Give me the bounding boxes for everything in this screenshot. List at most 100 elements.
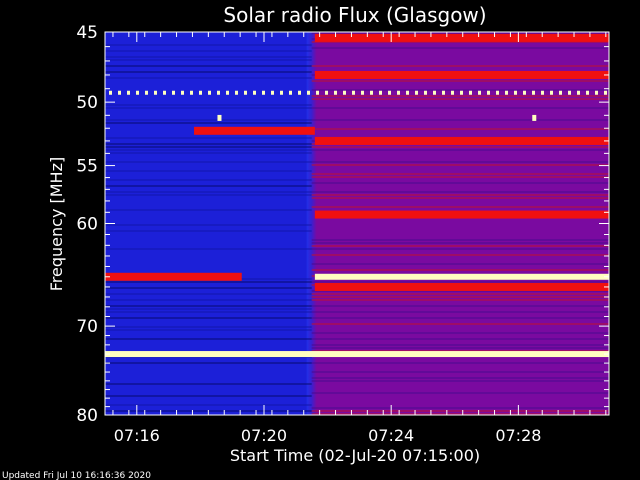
band-dot (154, 90, 157, 95)
emission-band-9 (105, 351, 609, 358)
texture-stripe (105, 305, 312, 307)
texture-stripe (105, 287, 312, 289)
texture-stripe (311, 392, 609, 394)
band-dot (397, 90, 400, 95)
texture-stripe (311, 380, 609, 382)
texture-stripe (311, 164, 609, 166)
y-tick-label-0: 45 (76, 23, 98, 43)
band-dot (172, 90, 175, 95)
texture-stripe (105, 137, 312, 139)
y-tick-label-1: 50 (76, 93, 98, 113)
band-dot (253, 90, 256, 95)
texture-stripe (311, 290, 609, 292)
texture-stripe (311, 344, 609, 346)
texture-stripe (105, 248, 312, 250)
burst-spot-1 (532, 114, 537, 121)
band-dot (559, 90, 562, 95)
band-dot (118, 90, 121, 95)
band-dot (415, 90, 418, 95)
texture-stripe (105, 161, 312, 163)
band-dot (532, 90, 535, 95)
band-dot (244, 90, 247, 95)
texture-stripe (105, 383, 312, 385)
texture-stripe (105, 50, 312, 52)
band-dot (145, 90, 148, 95)
band-dot (424, 90, 427, 95)
texture-stripe (311, 173, 609, 175)
band-dot (127, 90, 130, 95)
band-dot (586, 90, 589, 95)
band-dot (316, 90, 319, 95)
band-dot (496, 90, 499, 95)
texture-stripe (311, 347, 609, 349)
texture-stripe (105, 308, 312, 310)
emission-band-4 (194, 126, 315, 135)
band-dot (262, 90, 265, 95)
band-dot (109, 90, 112, 95)
band-dot (235, 90, 238, 95)
band-dot (190, 90, 193, 95)
texture-stripe (105, 395, 312, 397)
transition-edge (306, 32, 317, 415)
texture-stripe (311, 350, 609, 352)
texture-stripe (311, 89, 609, 91)
band-dot (307, 90, 310, 95)
texture-stripe (105, 362, 312, 364)
texture-stripe (311, 407, 609, 409)
y-tick-label-2: 55 (76, 157, 98, 177)
texture-stripe (105, 230, 312, 232)
texture-stripe (311, 191, 609, 193)
band-dot (280, 90, 283, 95)
texture-stripe (105, 311, 312, 313)
x-tick-label-2: 07:24 (368, 426, 414, 445)
texture-stripe (311, 32, 609, 34)
texture-stripe (311, 311, 609, 313)
texture-stripe (311, 65, 609, 67)
x-tick-label-1: 07:20 (241, 426, 287, 445)
texture-stripe (105, 170, 312, 172)
texture-stripe (311, 239, 609, 241)
texture-stripe (105, 404, 312, 406)
emission-band-7 (314, 273, 609, 280)
updated-timestamp: Updated Fri Jul 10 16:16:36 2020 (2, 471, 151, 480)
texture-stripe (105, 281, 312, 283)
texture-stripe (105, 185, 312, 187)
texture-stripe (311, 182, 609, 184)
texture-stripe (105, 119, 312, 121)
texture-stripe (311, 413, 609, 415)
band-dot (568, 90, 571, 95)
texture-stripe (311, 305, 609, 307)
texture-stripe (311, 323, 609, 325)
band-dot (352, 90, 355, 95)
emission-band-0 (314, 33, 609, 42)
texture-stripe (105, 149, 312, 151)
texture-stripe (311, 47, 609, 49)
chart-title: Solar radio Flux (Glasgow) (223, 3, 486, 27)
texture-stripe (105, 143, 312, 145)
band-dot (298, 90, 301, 95)
band-dot (505, 90, 508, 95)
band-dot (208, 90, 211, 95)
band-dot (226, 90, 229, 95)
burst-spot-0 (217, 114, 222, 121)
texture-stripe (105, 44, 312, 46)
y-axis-title: Frequency [MHz] (47, 157, 66, 291)
texture-stripe (105, 107, 312, 109)
texture-stripe (311, 98, 609, 100)
band-dot (343, 90, 346, 95)
band-dot (379, 90, 382, 95)
texture-stripe (105, 338, 312, 340)
texture-stripe (311, 149, 609, 151)
texture-stripe (311, 95, 609, 97)
texture-stripe (105, 194, 312, 196)
texture-stripe (105, 293, 312, 295)
texture-stripe (311, 107, 609, 109)
texture-stripe (311, 317, 609, 319)
emission-band-6 (105, 272, 242, 281)
texture-stripe (105, 122, 312, 124)
texture-stripe (105, 71, 312, 73)
texture-stripe (311, 281, 609, 283)
texture-stripe (311, 377, 609, 379)
texture-stripe (311, 269, 609, 271)
